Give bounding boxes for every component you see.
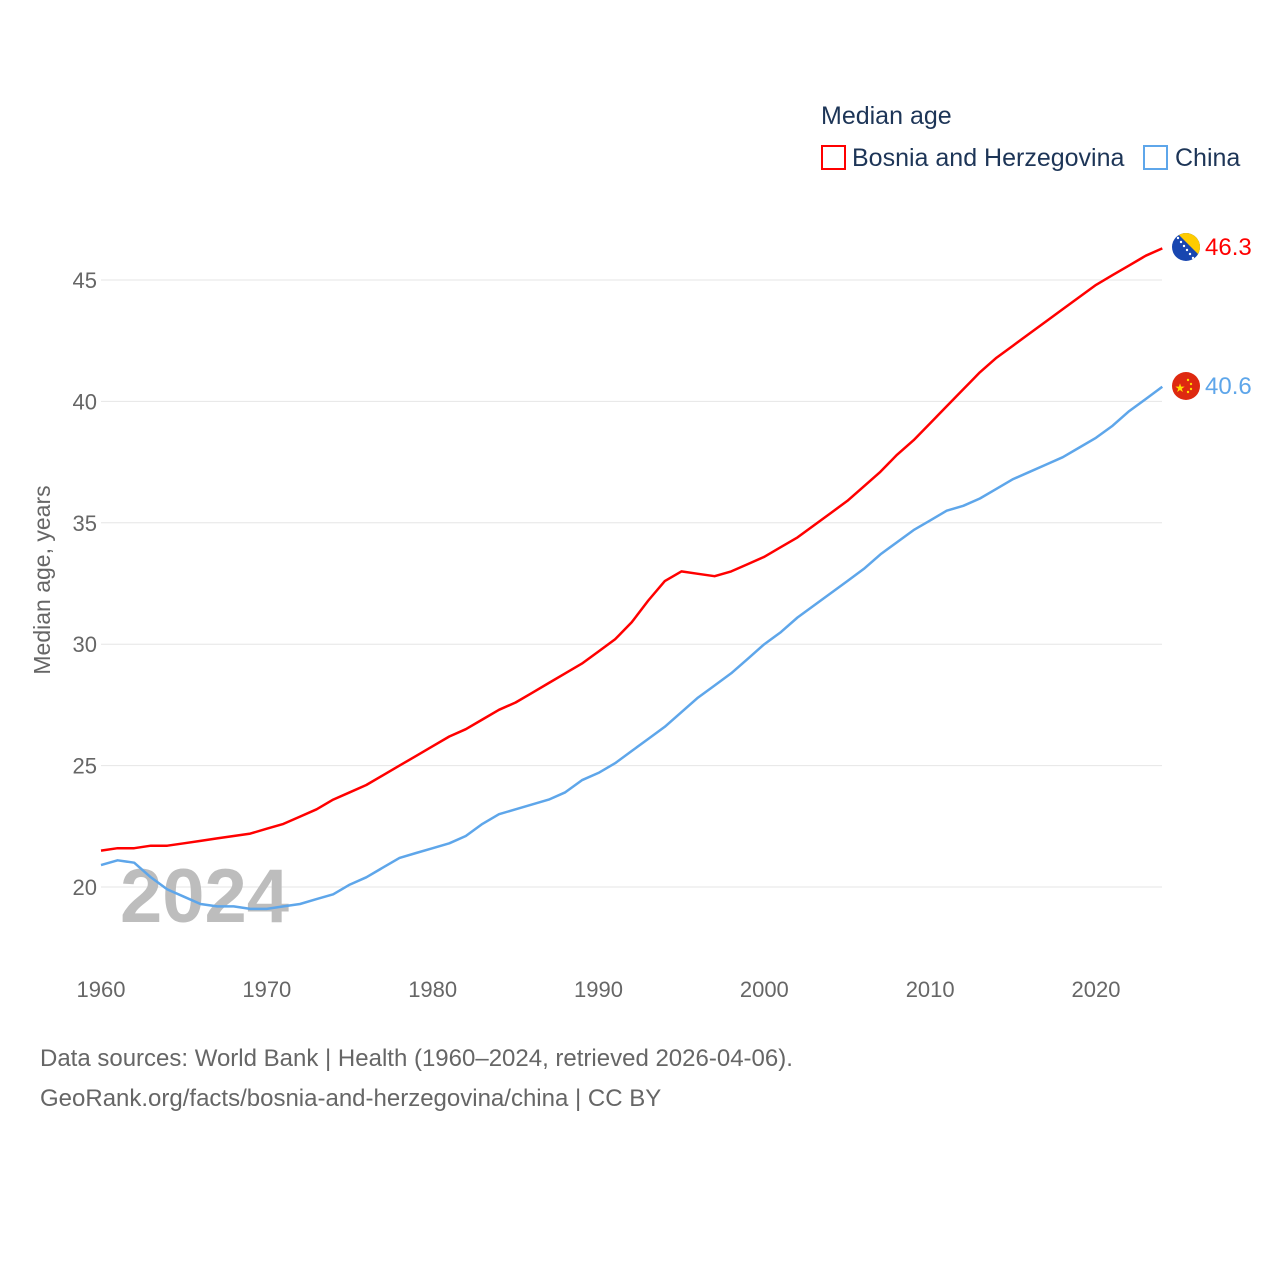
end-label-bosnia: 46.3 [1205, 234, 1252, 261]
x-tick-label: 2010 [906, 977, 955, 1002]
x-tick-label: 1960 [77, 977, 126, 1002]
legend-swatch [821, 145, 846, 170]
legend-swatch [1143, 145, 1168, 170]
legend-item-bosnia[interactable]: Bosnia and Herzegovina [821, 144, 1124, 172]
x-tick-label: 2020 [1072, 977, 1121, 1002]
series-line-bosnia [100, 247, 1163, 852]
legend-item-china[interactable]: China [1143, 144, 1240, 172]
x-tick-label: 1980 [408, 977, 457, 1002]
china-flag-icon: ★ [1172, 372, 1200, 400]
y-tick-label: 25 [73, 754, 97, 779]
bosnia-flag-icon [1172, 233, 1200, 261]
x-tick-label: 1990 [574, 977, 623, 1002]
y-tick-label: 40 [73, 389, 97, 414]
year-watermark: 2024 [120, 854, 289, 939]
svg-text:★: ★ [1175, 381, 1186, 395]
y-tick-label: 30 [73, 632, 97, 657]
legend-label: Bosnia and Herzegovina [852, 144, 1124, 172]
legend-title: Median age [821, 102, 952, 130]
x-tick-label: 2000 [740, 977, 789, 1002]
y-tick-label: 45 [73, 268, 97, 293]
end-label-china: 40.6 [1205, 373, 1252, 400]
legend-label: China [1175, 144, 1240, 172]
footer-link[interactable]: GeoRank.org/facts/bosnia-and-herzegovina… [40, 1085, 662, 1112]
footer-sources: Data sources: World Bank | Health (1960–… [40, 1045, 793, 1072]
x-tick-label: 1970 [242, 977, 291, 1002]
series-line-china [100, 385, 1164, 911]
y-tick-label: 20 [73, 875, 97, 900]
y-axis-label: Median age, years [29, 485, 55, 674]
y-tick-label: 35 [73, 511, 97, 536]
